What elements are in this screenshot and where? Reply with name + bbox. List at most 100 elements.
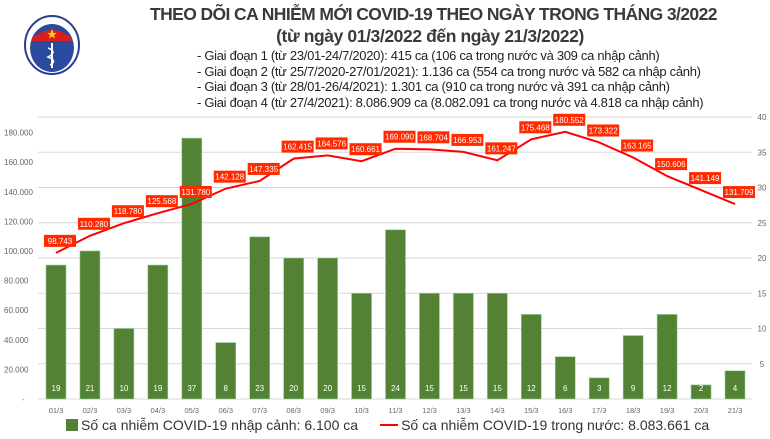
bar-data-label: 15	[493, 384, 502, 393]
line-data-label: 125.568	[147, 197, 176, 206]
bar-18/3	[622, 335, 644, 400]
bar-data-label: 10	[119, 384, 128, 393]
bar-19/3	[656, 314, 678, 400]
phase-note: - Giai đoạn 3 (từ 28/01-26/4/2021): 1.30…	[197, 79, 670, 94]
bar-data-label: 12	[663, 384, 672, 393]
bar-15/3	[520, 314, 542, 400]
bar-03/3	[113, 328, 135, 400]
x-axis-tick: 15/3	[524, 406, 539, 415]
line-data-label: 162.415	[283, 143, 312, 152]
line-label-box	[179, 185, 212, 198]
chart-title: THEO DÕI CA NHIỄM MỚI COVID-19 THEO NGÀY…	[150, 4, 717, 24]
bar-21/3	[724, 370, 746, 400]
bar-17/3	[588, 377, 610, 400]
left-axis-tick: 160.000	[4, 158, 33, 167]
right-axis-tick: 40	[758, 113, 767, 122]
bar-08/3	[283, 257, 304, 400]
line-label-box	[77, 217, 110, 230]
x-axis-tick: 06/3	[218, 406, 233, 415]
left-axis-tick: 40.000	[4, 336, 29, 345]
line-label-box	[281, 140, 314, 153]
bar-07/3	[249, 236, 270, 400]
x-axis-tick: 18/3	[626, 406, 641, 415]
line-data-label: 169.090	[385, 133, 414, 142]
bar-04/3	[147, 264, 169, 400]
left-axis-tick: 60.000	[4, 306, 29, 315]
x-axis-tick: 16/3	[558, 406, 573, 415]
line-data-label: 118.780	[114, 207, 143, 216]
x-axis-tick: 19/3	[660, 406, 675, 415]
x-axis-tick: 17/3	[592, 406, 607, 415]
bar-data-label: 15	[357, 384, 366, 393]
bar-data-label: 19	[153, 384, 162, 393]
line-data-label: 141.149	[691, 174, 720, 183]
line-data-label: 150.606	[657, 160, 686, 169]
line-data-label: 142.128	[215, 173, 244, 182]
bar-data-label: 6	[563, 384, 568, 393]
x-axis-tick: 14/3	[490, 406, 505, 415]
phase-note: - Giai đoạn 2 (từ 25/7/2020-27/01/2021):…	[197, 63, 701, 79]
x-axis-tick: 20/3	[694, 406, 709, 415]
right-axis-tick: 15	[758, 289, 767, 298]
left-axis-tick: 180.000	[4, 129, 33, 138]
x-axis-tick: 11/3	[388, 406, 402, 415]
line-label-box	[553, 113, 586, 126]
line-data-label: 180.552	[555, 116, 584, 125]
bar-data-label: 9	[631, 384, 636, 393]
right-axis-tick: 10	[758, 325, 767, 334]
line-data-label: 147.335	[249, 165, 278, 174]
right-axis-tick: 25	[758, 219, 767, 228]
line-data-label: 161.247	[487, 144, 516, 153]
line-label-box	[44, 234, 76, 247]
bar-16/3	[554, 356, 576, 400]
line-data-label: 160.661	[351, 145, 380, 154]
bar-14/3	[487, 292, 508, 400]
left-axis-tick: 140.000	[4, 188, 33, 197]
line-label-box	[383, 130, 416, 143]
legend-bar-label: Số ca nhiễm COVID-19 nhập cảnh: 6.100 ca	[81, 417, 359, 433]
legend-bar-swatch	[66, 419, 78, 431]
line-data-label: 131.780	[181, 188, 210, 197]
line-label-box	[689, 172, 722, 185]
x-axis-tick: 13/3	[456, 406, 471, 415]
x-axis-tick: 21/3	[728, 406, 743, 415]
line-data-label: 168.704	[419, 133, 448, 142]
x-axis-tick: 09/3	[320, 406, 335, 415]
bar-data-label: 3	[597, 384, 602, 393]
x-axis-tick: 04/3	[151, 406, 166, 415]
left-axis-tick: -	[22, 395, 25, 404]
line-data-label: 164.576	[317, 139, 346, 148]
phase-notes: - Giai đoạn 1 (từ 23/01-24/7/2020): 415 …	[197, 48, 704, 110]
left-axis-tick: 100.000	[4, 247, 33, 256]
left-axis-tick: 120.000	[4, 217, 33, 226]
line-label-box	[723, 186, 755, 199]
bar-05/3	[181, 137, 203, 400]
line-label-box	[655, 158, 688, 171]
line-data-label: 166.953	[453, 136, 482, 145]
line-data-label: 173.322	[589, 126, 618, 135]
x-axis-tick: 07/3	[252, 406, 267, 415]
x-axis-tick: 12/3	[422, 406, 437, 415]
chart-subtitle: (từ ngày 01/3/2022 đến ngày 21/3/2022)	[276, 26, 584, 46]
domestic-cases-line	[55, 130, 736, 254]
line-data-label: 98.743	[48, 237, 73, 246]
x-axis-tick: 10/3	[354, 406, 369, 415]
bar-data-label: 20	[323, 384, 332, 393]
bar-data-label: 15	[425, 384, 434, 393]
line-data-label: 163.165	[623, 142, 652, 151]
bar-02/3	[79, 250, 101, 400]
line-label-box	[111, 205, 144, 218]
bar-data-label: 19	[52, 384, 61, 393]
x-axis-tick: 05/3	[184, 406, 199, 415]
line-label-box	[213, 170, 246, 183]
bar-data-label: 12	[527, 384, 536, 393]
bar-data-label: 24	[391, 384, 400, 393]
right-axis-tick: 35	[758, 148, 767, 157]
right-axis-tick: 20	[758, 254, 767, 263]
line-data-label: 110.280	[80, 220, 109, 229]
right-axis-tick: 5	[760, 360, 765, 369]
legend: Số ca nhiễm COVID-19 nhập cảnh: 6.100 ca…	[66, 417, 709, 433]
line-label-box	[519, 121, 552, 134]
line-label-box	[145, 195, 178, 208]
bar-data-label: 23	[255, 384, 264, 393]
